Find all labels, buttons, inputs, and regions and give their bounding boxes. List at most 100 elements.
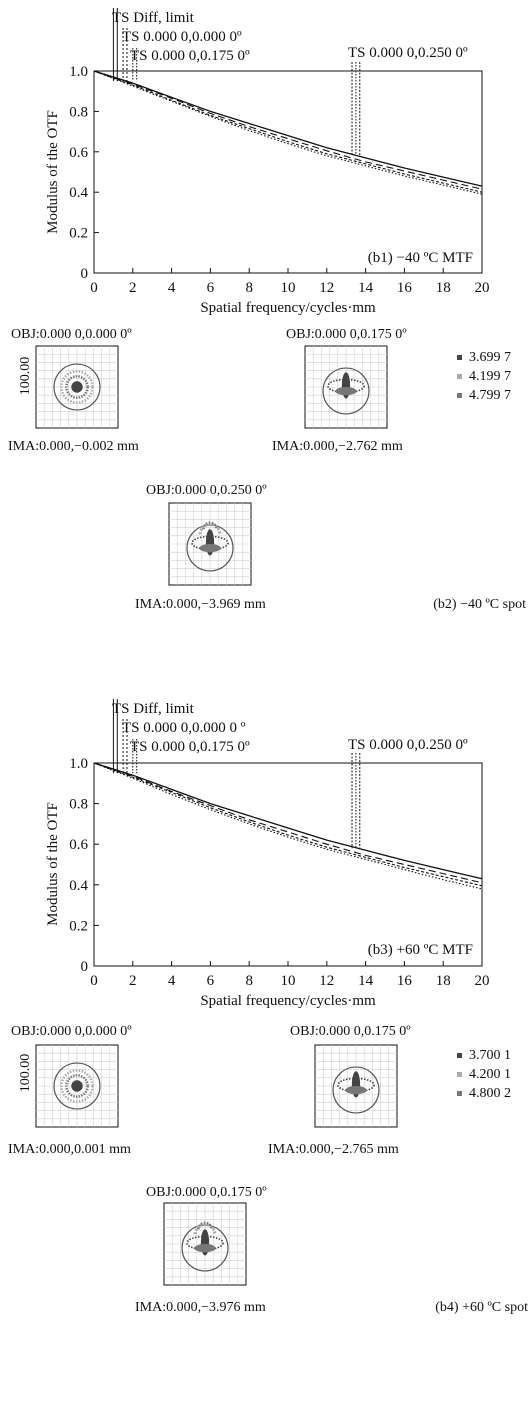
wavelength-label: 4.199 7 — [469, 369, 511, 384]
spot-tail — [335, 387, 357, 396]
y-axis-label: Modulus of the OTF — [45, 110, 61, 234]
x-tick-label: 0 — [90, 280, 98, 296]
series-line-4 — [93, 762, 483, 890]
x-tick-label: 2 — [129, 973, 137, 989]
wavelength-marker — [457, 1053, 462, 1058]
x-tick-label: 2 — [129, 280, 137, 296]
y-tick-label: 0 — [81, 959, 89, 975]
spot-box-1 — [35, 1044, 119, 1128]
ima-label-1: IMA:0.000,−0.002 mm — [8, 439, 139, 454]
spot-ring — [60, 370, 94, 404]
spot-core — [71, 381, 83, 393]
panel-label-b4: (b4) +60 ºC spot — [435, 1300, 528, 1315]
spot-halo — [198, 522, 222, 535]
obj-label-1: OBJ:0.000 0,0.000 0º — [11, 327, 132, 342]
x-tick-label: 16 — [397, 973, 413, 989]
x-axis-label: Spatial frequency/cycles·mm — [200, 993, 376, 1009]
wavelength-marker — [457, 355, 462, 360]
wavelength-marker — [457, 374, 462, 379]
panel-label-b2: (b2) −40 ºC spot — [433, 597, 526, 612]
y-tick-label: 0.2 — [69, 918, 88, 934]
panel-label-b3: (b3) +60 ºC MTF — [368, 942, 473, 958]
x-tick-label: 16 — [397, 280, 413, 296]
obj-label-3: OBJ:0.000 0,0.250 0º — [146, 483, 267, 498]
y-tick-label: 1.0 — [69, 64, 88, 80]
airy-disk — [322, 367, 370, 415]
x-tick-label: 10 — [281, 973, 296, 989]
spot-halo — [197, 1221, 213, 1230]
series-line-2 — [93, 70, 483, 190]
wavelength-label: 4.800 2 — [469, 1086, 511, 1101]
legend-diff-limit: TS Diff, limit — [112, 701, 195, 717]
wavelength-label: 3.699 7 — [469, 350, 511, 365]
obj-label-3: OBJ:0.000 0,0.175 0º — [146, 1185, 267, 1200]
spot-box-3 — [163, 1202, 247, 1286]
spot-tail — [194, 1244, 216, 1253]
x-axis-label: Spatial frequency/cycles·mm — [200, 300, 376, 316]
airy-disk — [53, 1062, 101, 1110]
wavelength-legend: 3.699 7 4.199 7 4.799 7 — [457, 350, 511, 403]
spot-ring — [60, 1069, 94, 1103]
legend-field-175: TS 0.000 0,0.175 0º — [130, 739, 250, 755]
spot-tail — [345, 1086, 367, 1095]
y-tick-label: 0.2 — [69, 226, 88, 242]
mtf-chart-b3: TS Diff, limit TS 0.000 0,0.000 0 º TS 0… — [45, 699, 490, 1009]
mtf-curves — [93, 762, 483, 890]
spot-box-3 — [168, 502, 252, 586]
mtf-curves — [93, 70, 483, 195]
obj-label-1: OBJ:0.000 0,0.000 0º — [11, 1024, 132, 1039]
spot-core — [71, 1080, 83, 1092]
legend-diff-limit: TS Diff, limit — [112, 10, 195, 26]
ima-label-2: IMA:0.000,−2.762 mm — [272, 439, 403, 454]
legend-field-0: TS 0.000 0,0.000 0º — [122, 29, 242, 45]
obj-label-2: OBJ:0.000 0,0.175 0º — [290, 1024, 411, 1039]
x-tick-label: 20 — [475, 280, 490, 296]
series-line-3 — [93, 762, 483, 887]
spot-tail — [199, 544, 221, 553]
spot-ring — [65, 375, 89, 399]
wavelength-label: 4.799 7 — [469, 388, 511, 403]
y-tick-label: 0.4 — [69, 878, 88, 894]
obj-label-2: OBJ:0.000 0,0.175 0º — [286, 327, 407, 342]
x-tick-label: 6 — [207, 280, 215, 296]
wavelength-label: 3.700 1 — [469, 1048, 511, 1063]
y-axis-label: Modulus of the OTF — [45, 802, 61, 926]
legend-leaders — [112, 8, 361, 156]
airy-disk — [332, 1066, 380, 1114]
wavelength-marker — [457, 393, 462, 398]
spot-diagram-b4: OBJ:0.000 0,0.000 0º OBJ:0.000 0,0.175 0… — [8, 1024, 528, 1315]
axis-ticks: 0 2 4 6 8 10 12 14 16 18 20 0 0.2 0.4 0.6 0.8 1.0 — [69, 64, 489, 296]
x-tick-label: 14 — [358, 280, 374, 296]
spot-diagram-b2: OBJ:0.000 0,0.000 0º OBJ:0.000 0,0.175 0… — [8, 327, 526, 612]
spot-box-2 — [314, 1044, 398, 1128]
series-line-1 — [93, 70, 483, 187]
legend-leaders — [112, 699, 361, 849]
x-tick-label: 4 — [168, 973, 176, 989]
y-tick-label: 1.0 — [69, 756, 88, 772]
x-tick-label: 4 — [168, 280, 176, 296]
legend-field-250: TS 0.000 0,0.250 0º — [348, 45, 468, 61]
y-tick-label: 0 — [81, 266, 89, 282]
legend-field-0: TS 0.000 0,0.000 0 º — [122, 720, 246, 736]
mtf-chart-b1: TS Diff, limit TS 0.000 0,0.000 0º TS 0.… — [45, 8, 490, 316]
x-tick-label: 20 — [475, 973, 490, 989]
y-tick-label: 0.8 — [69, 797, 88, 813]
wavelength-marker — [457, 1091, 462, 1096]
wavelength-legend: 3.700 1 4.200 1 4.800 2 — [457, 1048, 511, 1101]
x-tick-label: 8 — [245, 280, 253, 296]
spot-halo — [202, 521, 218, 530]
ima-label-1: IMA:0.000,0.001 mm — [8, 1142, 131, 1157]
legend-field-250: TS 0.000 0,0.250 0º — [348, 737, 468, 753]
x-tick-label: 10 — [281, 280, 296, 296]
x-tick-label: 14 — [358, 973, 374, 989]
series-line-4 — [93, 70, 483, 195]
scale-label: 100.00 — [18, 1054, 33, 1093]
wavelength-label: 4.200 1 — [469, 1067, 511, 1082]
x-tick-label: 0 — [90, 973, 98, 989]
series-line-3 — [93, 70, 483, 193]
y-tick-label: 0.8 — [69, 104, 88, 120]
spot-box-1 — [35, 345, 119, 429]
ima-label-3: IMA:0.000,−3.976 mm — [135, 1300, 266, 1315]
x-tick-label: 18 — [436, 973, 451, 989]
